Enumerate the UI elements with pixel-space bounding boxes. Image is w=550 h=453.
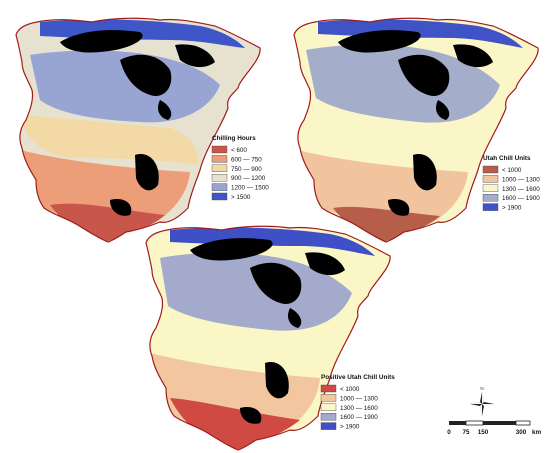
scale-tick-300: 300 (516, 429, 527, 436)
zone-positive-north (170, 227, 375, 256)
mountain-areas (60, 30, 215, 216)
legend-swatch (211, 192, 228, 201)
legend-label: 1600 — 1900 (340, 414, 378, 421)
zone-utah-high (306, 44, 500, 123)
legend-chilling-hours: Chilling Hours < 600 600 — 750 750 — 900 900… (211, 135, 269, 201)
mountain-areas (338, 30, 493, 216)
north-arrow: N (470, 386, 494, 416)
legend-label: 1600 — 1900 (502, 195, 540, 202)
legend-swatch (211, 174, 228, 182)
legend-swatch (320, 394, 337, 402)
scale-tick-75: 75 (462, 429, 470, 436)
mountain-areas (190, 238, 345, 424)
zone-chilling-lowland (20, 115, 199, 165)
legend-label: > 1900 (340, 424, 360, 431)
legend-label: 1200 — 1500 (231, 185, 269, 192)
legend-label: 1000 — 1300 (502, 176, 540, 183)
scale-bar: 0 75 150 300 km (447, 420, 542, 436)
legend-utah-chill-units: Utah Chill Units < 1000 1000 — 1300 1300 — … (482, 155, 540, 212)
legend-label: < 600 (231, 147, 247, 154)
map-chilling-hours (15, 17, 261, 243)
zone-utah-north (318, 19, 523, 48)
scale-tick-0: 0 (447, 429, 451, 436)
legend-swatch (320, 384, 337, 393)
legend-swatch (482, 165, 499, 174)
legend-label: < 1000 (340, 386, 360, 393)
legend-label: > 1500 (231, 194, 251, 201)
legend-label: > 1900 (502, 205, 522, 212)
legend-label: < 1000 (502, 167, 522, 174)
legend-swatch (320, 422, 337, 430)
map-utah-chill-units (293, 17, 539, 243)
legend-label: 1000 — 1300 (340, 395, 378, 402)
legend-swatch (482, 203, 499, 211)
legend-swatch (320, 413, 337, 421)
legend-swatch (482, 184, 499, 192)
legend-label: 1300 — 1600 (340, 405, 378, 412)
legend-swatch (211, 155, 228, 163)
legend-swatch (482, 194, 499, 202)
legend-title: Utah Chill Units (483, 155, 531, 162)
legend-label: 1300 — 1600 (502, 186, 540, 193)
legend-swatch (320, 403, 337, 411)
north-label: N (480, 386, 483, 391)
legend-title: Positive Utah Chill Units (321, 374, 395, 381)
legend-swatch (211, 183, 228, 191)
scale-unit: km (532, 429, 542, 436)
legend-positive-utah-chill-units: Positive Utah Chill Units < 1000 1000 — 13… (320, 374, 395, 431)
legend-label: 900 — 1200 (231, 175, 266, 182)
north-arrow-icon (470, 392, 494, 416)
legend-swatch (211, 145, 228, 154)
zone-chilling-south (50, 203, 165, 242)
legend-swatch (482, 175, 499, 183)
zone-chilling-high-plateau (30, 50, 220, 123)
zone-chilling-north (40, 19, 245, 48)
scale-tick-150: 150 (478, 429, 489, 436)
legend-title: Chilling Hours (212, 135, 256, 142)
legend-label: 750 — 900 (231, 166, 262, 173)
zone-utah-low (333, 206, 440, 242)
zone-positive-high (160, 252, 352, 331)
legend-swatch (211, 164, 228, 172)
legend-label: 600 — 750 (231, 156, 262, 163)
zone-utah-mid (298, 150, 468, 226)
